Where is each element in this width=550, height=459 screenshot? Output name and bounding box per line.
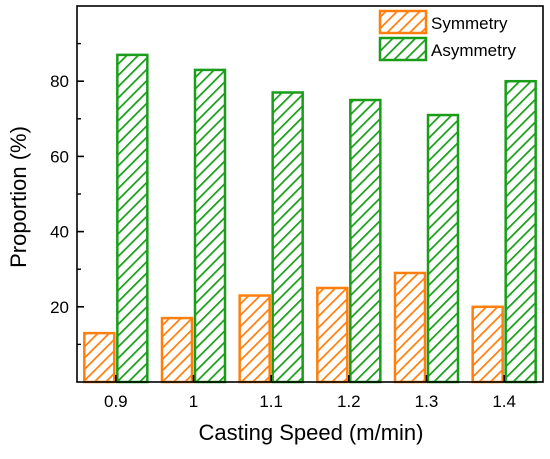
y-tick-label-40: 40 <box>50 223 69 242</box>
x-tick-label-1: 1 <box>189 392 198 411</box>
y-tick-label-20: 20 <box>50 298 69 317</box>
x-tick-label-1.3: 1.3 <box>415 392 439 411</box>
bar-asymmetry-1.3 <box>426 113 460 384</box>
legend-swatch-asymmetry <box>378 36 428 62</box>
bar-asymmetry-0.9 <box>116 53 149 384</box>
bar-symmetry-1.2 <box>316 286 349 384</box>
bar-symmetry-1.1 <box>238 294 271 384</box>
x-tick-label-1.2: 1.2 <box>337 392 361 411</box>
bar-asymmetry-1.2 <box>349 98 382 384</box>
legend: Symmetry Asymmetry <box>378 9 517 62</box>
bar-asymmetry-1.1 <box>271 91 304 384</box>
bar-symmetry-1 <box>160 316 194 384</box>
y-axis-title: Proportion (%) <box>6 126 31 268</box>
bar-symmetry-0.9 <box>83 331 116 384</box>
legend-label-symmetry: Symmetry <box>431 14 508 33</box>
x-tick-label-1.1: 1.1 <box>259 392 283 411</box>
legend-label-asymmetry: Asymmetry <box>431 41 517 60</box>
bar-asymmetry-1.4 <box>504 79 537 384</box>
bar-symmetry-1.4 <box>471 305 504 384</box>
x-tick-label-1.4: 1.4 <box>492 392 516 411</box>
y-tick-label-60: 60 <box>50 147 69 166</box>
x-axis-title: Casting Speed (m/min) <box>199 420 424 445</box>
bar-symmetry-1.3 <box>393 271 427 384</box>
bar-asymmetry-1 <box>193 68 227 384</box>
axes-layer: 20 40 60 80 0.9 1 1.1 1.2 1.3 1.4 <box>50 5 544 411</box>
bars-layer <box>83 53 537 384</box>
legend-swatch-symmetry <box>378 9 428 35</box>
y-tick-label-80: 80 <box>50 72 69 91</box>
x-tick-label-0.9: 0.9 <box>104 392 128 411</box>
